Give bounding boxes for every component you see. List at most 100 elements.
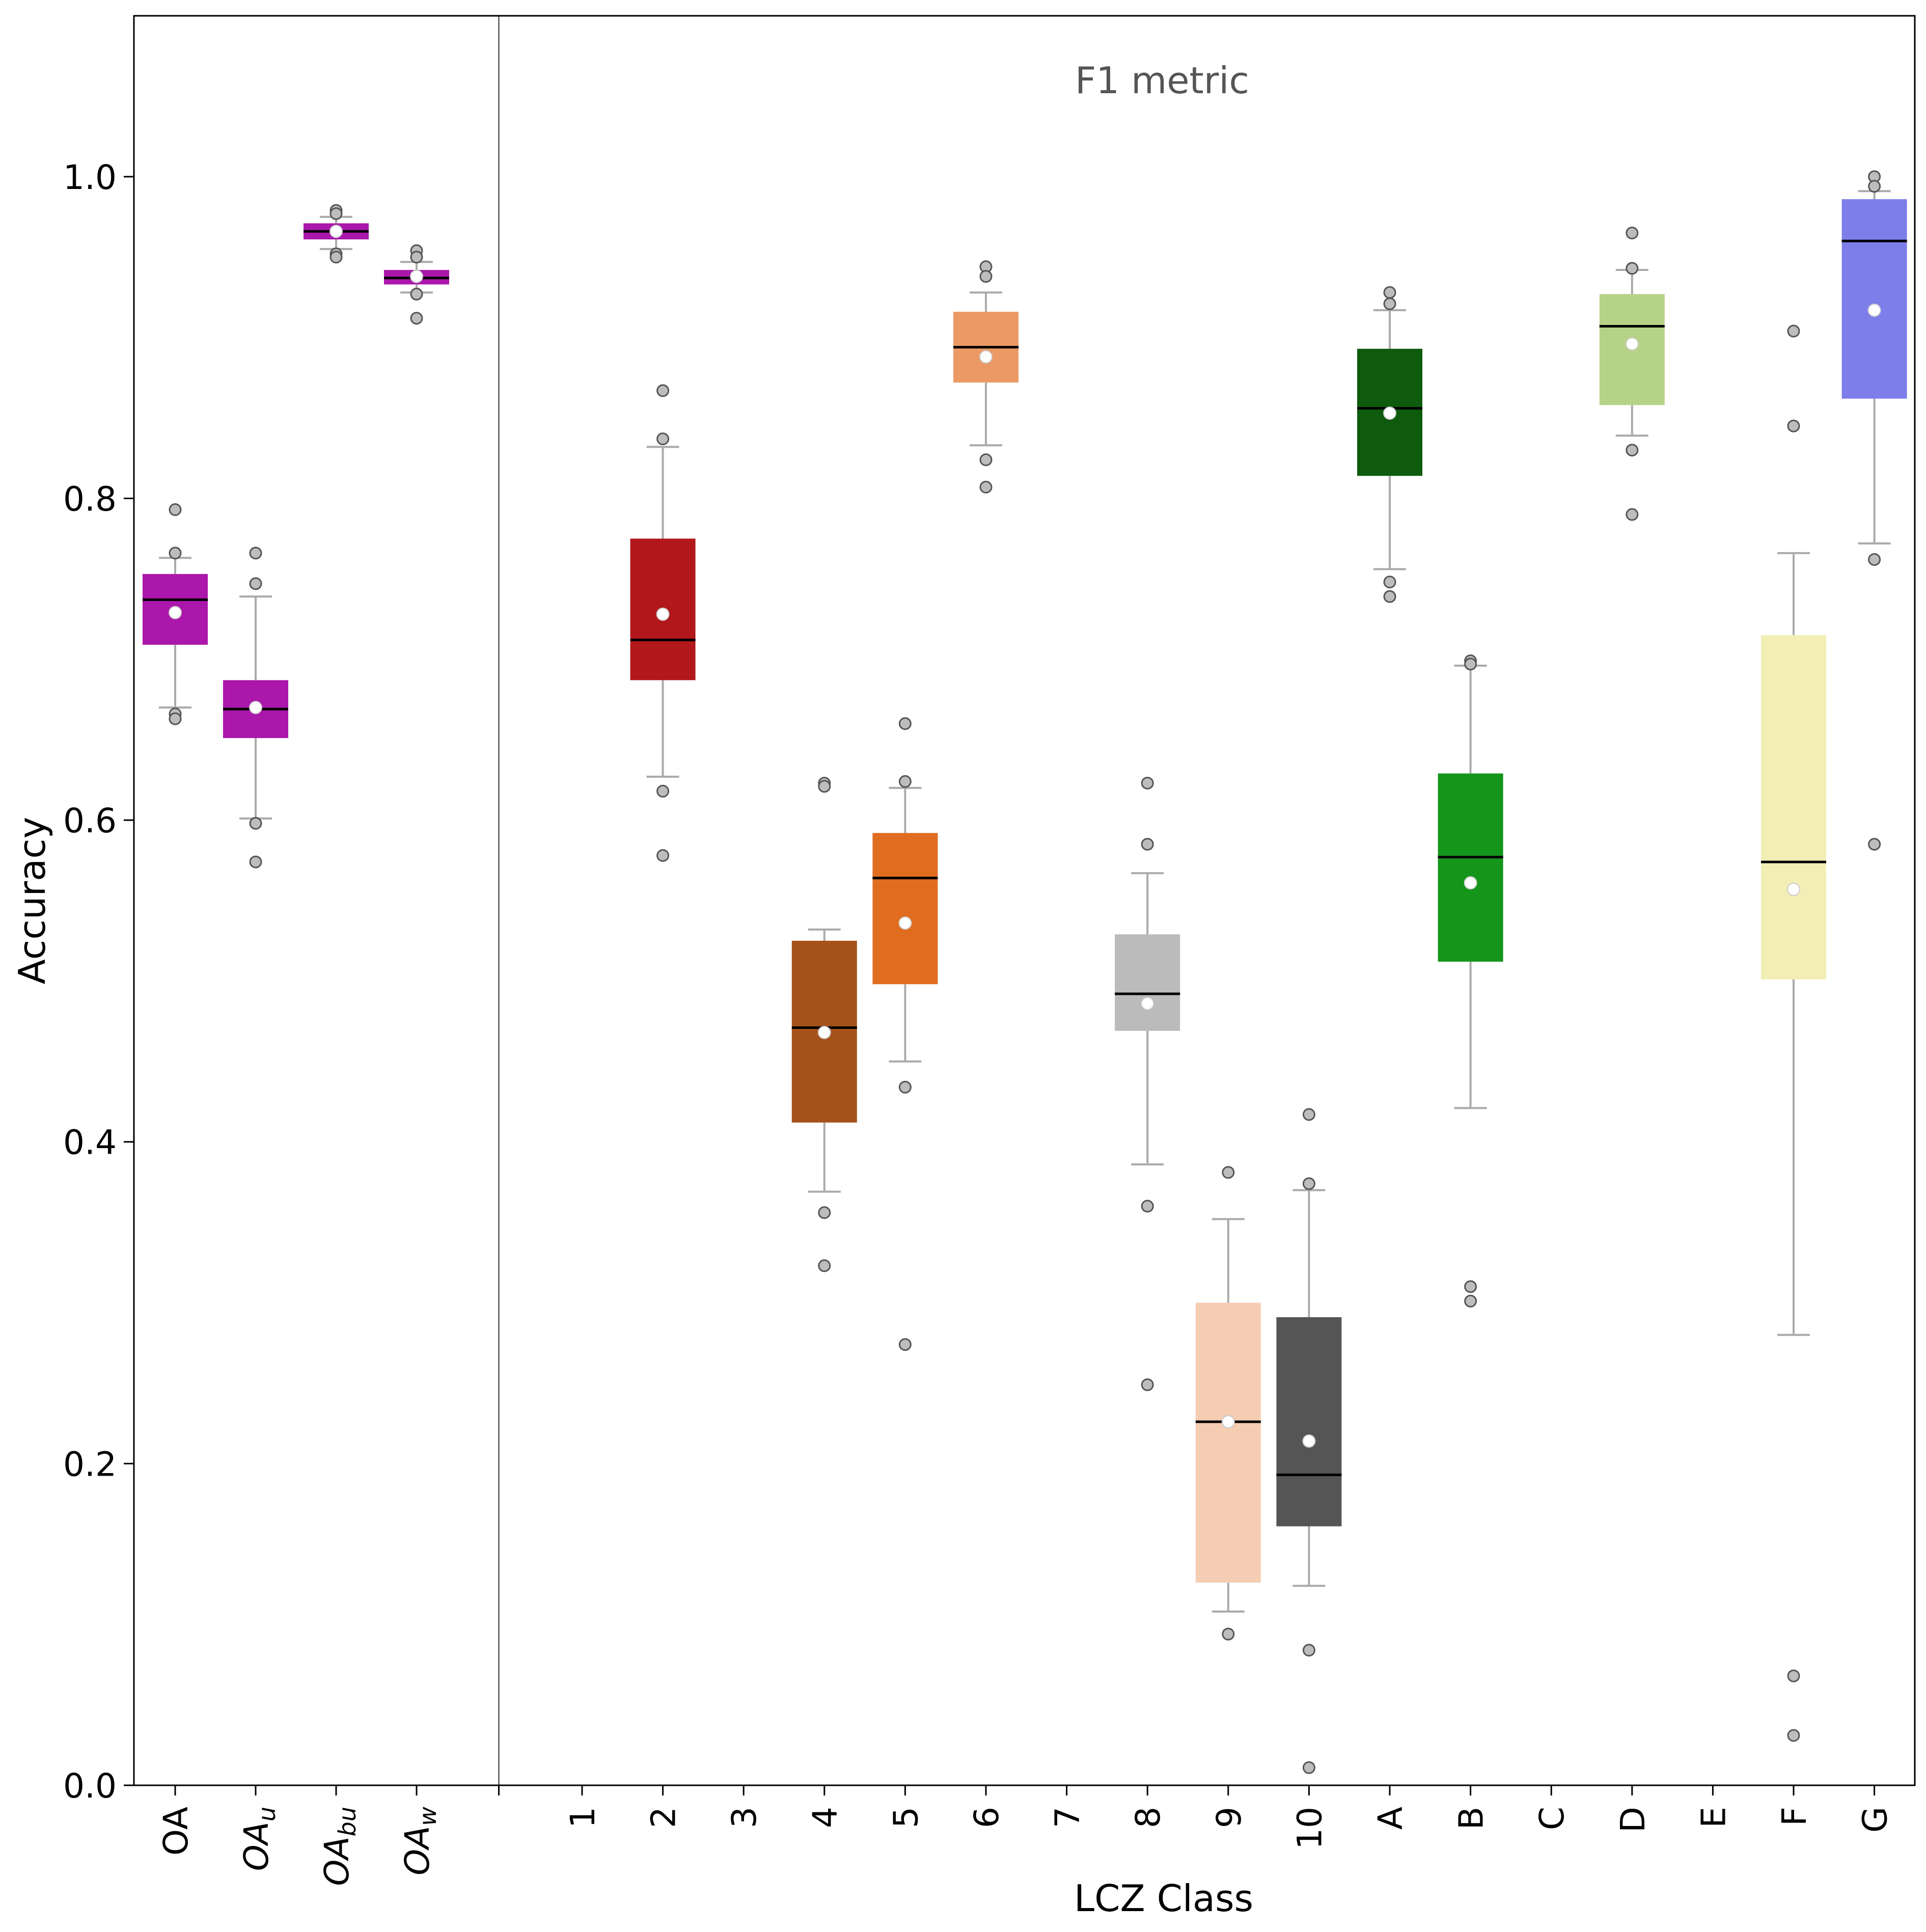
outlier-point <box>1626 226 1639 239</box>
outlier-point <box>818 780 831 793</box>
mean-marker <box>249 701 262 715</box>
box-iqr <box>1761 635 1826 979</box>
box-B <box>1438 654 1503 1308</box>
mean-marker <box>898 916 912 930</box>
box-9 <box>1195 1166 1261 1641</box>
x-tick-label: F <box>1775 1807 1814 1826</box>
y-tick-label: 1.0 <box>63 158 117 197</box>
box-2 <box>630 384 696 862</box>
outlier-point <box>1383 576 1396 589</box>
x-tick-label: E <box>1694 1807 1733 1828</box>
box-D <box>1599 226 1665 521</box>
outlier-point <box>1626 262 1639 275</box>
mean-marker <box>1221 1415 1235 1429</box>
plot-frame <box>133 15 1916 1786</box>
x-tick-label: OA <box>156 1807 196 1856</box>
outlier-point <box>249 577 262 590</box>
outlier-point <box>169 547 182 560</box>
outlier-point <box>1464 1280 1477 1293</box>
outlier-point <box>898 1338 912 1351</box>
outlier-point <box>1787 419 1800 432</box>
outlier-point <box>656 384 670 397</box>
outlier-point <box>1141 1200 1154 1213</box>
mean-marker <box>1464 876 1477 890</box>
box-iqr <box>1195 1302 1261 1583</box>
box-OA <box>143 503 208 725</box>
outlier-point <box>1222 1166 1235 1179</box>
x-axis-label: LCZ Class <box>1074 1877 1253 1920</box>
box-5 <box>872 717 938 1351</box>
outlier-point <box>249 817 262 830</box>
mean-marker <box>656 607 670 621</box>
outlier-point <box>1787 324 1800 338</box>
outlier-point <box>979 480 993 494</box>
outlier-point <box>818 1206 831 1219</box>
mean-marker <box>979 350 993 364</box>
box-iqr <box>1115 934 1180 1031</box>
mean-marker <box>410 269 423 283</box>
outlier-point <box>329 251 343 264</box>
outlier-point <box>249 547 262 560</box>
outlier-point <box>1302 1177 1315 1190</box>
outlier-point <box>249 855 262 868</box>
y-tick-label: 0.6 <box>63 801 117 840</box>
box-OA-bu <box>304 204 369 264</box>
outlier-point <box>1141 1378 1154 1392</box>
outlier-point <box>898 1080 912 1094</box>
axes: 0.0 0.2 0.4 0.6 0.8 1.0 OA OAu OAbu OAw 1 2 3 4 5 6 7 8 9 1… <box>63 158 1895 1886</box>
x-tick-label: 3 <box>725 1807 764 1828</box>
outlier-point <box>656 432 670 446</box>
outlier-point <box>1302 1644 1315 1657</box>
box-G <box>1841 170 1907 851</box>
mean-marker <box>1787 882 1800 896</box>
x-tick-label: 10 <box>1290 1807 1329 1849</box>
x-tick-label: 9 <box>1209 1807 1249 1828</box>
mean-marker <box>1867 303 1881 317</box>
chart-marks <box>143 170 1907 1774</box>
outlier-point <box>1302 1108 1315 1121</box>
y-tick-label: 0.4 <box>63 1123 117 1162</box>
outlier-point <box>1141 837 1154 851</box>
outlier-point <box>1868 837 1881 851</box>
x-tick-label: 6 <box>967 1807 1006 1828</box>
x-tick-label: OAu <box>237 1807 281 1871</box>
outlier-point <box>1626 444 1639 457</box>
mean-marker <box>169 606 182 619</box>
outlier-point <box>1787 1729 1800 1742</box>
box-iqr <box>1841 199 1907 399</box>
outlier-point <box>329 207 343 220</box>
outlier-point <box>1787 1669 1800 1682</box>
outlier-point <box>169 712 182 725</box>
outlier-point <box>818 1259 831 1272</box>
box-iqr <box>1438 773 1503 962</box>
outlier-point <box>1383 590 1396 603</box>
outlier-point <box>1868 180 1881 193</box>
mean-marker <box>1625 337 1639 351</box>
y-axis-label: Accuracy <box>11 817 53 985</box>
x-tick-label: D <box>1613 1807 1653 1833</box>
outlier-point <box>410 312 423 325</box>
outlier-point <box>410 251 423 264</box>
x-tick-label: OAbu <box>317 1807 361 1886</box>
mean-marker <box>1302 1434 1316 1448</box>
outlier-point <box>410 287 423 301</box>
chart-title: F1 metric <box>1075 59 1249 102</box>
x-tick-label: G <box>1856 1807 1895 1833</box>
box-A <box>1357 286 1422 603</box>
x-tick-label: 1 <box>563 1807 602 1828</box>
mean-marker <box>329 225 343 238</box>
outlier-point <box>1302 1761 1315 1774</box>
outlier-point <box>656 784 670 798</box>
box-6 <box>953 260 1019 494</box>
outlier-point <box>979 453 993 467</box>
box-OA-u <box>223 547 288 868</box>
outlier-point <box>1383 297 1396 310</box>
outlier-point <box>1464 1294 1477 1308</box>
outlier-point <box>656 849 670 862</box>
outlier-point <box>1222 1627 1235 1641</box>
box-iqr <box>872 833 938 985</box>
x-tick-label: OAw <box>398 1807 442 1875</box>
box-4 <box>791 776 857 1272</box>
outlier-point <box>1464 658 1477 671</box>
